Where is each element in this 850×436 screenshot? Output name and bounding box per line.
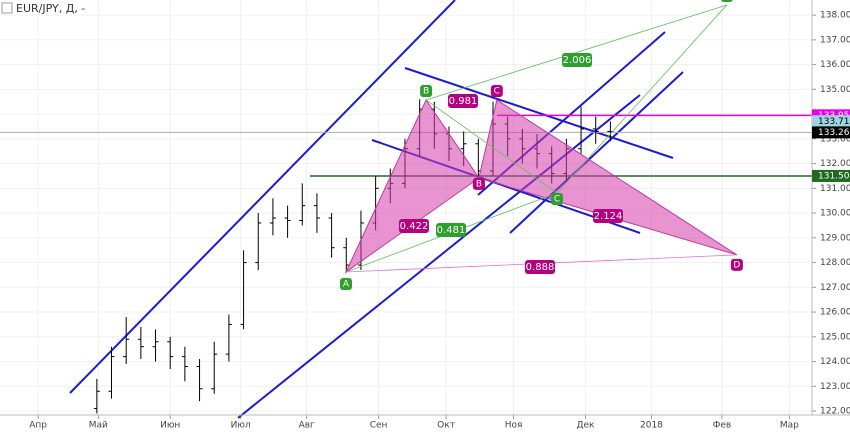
x-tick-label: Дек xyxy=(576,421,595,431)
y-tick-label: 124.00 xyxy=(820,357,850,367)
y-tick-label: 126.00 xyxy=(820,308,850,318)
price-label: 131.50 xyxy=(818,171,850,181)
chart-title: EUR/JPY, Д, - xyxy=(16,2,85,15)
ratio-label: 0.888 xyxy=(526,262,555,273)
point-label: B xyxy=(476,179,482,189)
trend-line xyxy=(509,71,684,234)
point-label: D xyxy=(723,0,730,1)
x-tick-label: Май xyxy=(89,421,108,431)
grid xyxy=(0,0,816,419)
pattern-leg xyxy=(556,4,728,194)
x-tick-label: Июл xyxy=(231,421,251,431)
y-tick-label: 137.00 xyxy=(820,35,850,45)
x-tick-label: Мар xyxy=(780,421,799,431)
y-tick-label: 136.00 xyxy=(820,60,850,70)
ratio-label: 2.124 xyxy=(594,211,623,222)
pattern-leg xyxy=(425,4,728,101)
ratio-label: 0.422 xyxy=(400,221,429,232)
y-tick-label: 122.00 xyxy=(820,407,850,417)
y-tick-label: 138.00 xyxy=(820,11,850,21)
x-tick-label: Авг xyxy=(299,421,315,431)
y-tick-label: 131.00 xyxy=(820,184,850,194)
point-badge xyxy=(420,84,433,97)
point-label: C xyxy=(494,86,500,96)
ratio-badge xyxy=(525,260,555,274)
point-label: C xyxy=(554,195,560,205)
price-label-box xyxy=(812,169,850,182)
x-tick-label: Фев xyxy=(713,421,732,431)
y-tick-label: 123.00 xyxy=(820,382,850,392)
x-tick-label: Окт xyxy=(437,421,455,431)
point-badge xyxy=(472,177,485,190)
price-label: 133.26 xyxy=(818,128,850,138)
y-tick-label: 128.00 xyxy=(820,258,850,268)
ratio-label: 0.981 xyxy=(449,96,478,107)
y-tick-label: 132.00 xyxy=(820,159,850,169)
trend-line xyxy=(404,67,674,159)
harmonic-pattern: A B B C C D D 0.981 0.422 0.481 2.006 2.124 0.888 xyxy=(339,0,743,290)
y-tick-label: 127.00 xyxy=(820,283,850,293)
ratio-badge xyxy=(448,94,478,108)
x-tick-label: Июн xyxy=(160,421,180,431)
price-label-box xyxy=(812,126,850,139)
x-tick-label: Ноя xyxy=(505,421,523,431)
x-tick-label: Сен xyxy=(370,421,388,431)
point-badge xyxy=(550,193,563,206)
price-label-box xyxy=(812,115,850,128)
ratio-label: 0.481 xyxy=(437,225,466,236)
y-tick-label: 135.00 xyxy=(820,85,850,95)
ratio-badge xyxy=(593,209,623,223)
y-tick-label: 125.00 xyxy=(820,332,850,342)
point-badge xyxy=(730,258,743,271)
y-tick-label: 129.00 xyxy=(820,233,850,243)
point-label: D xyxy=(733,260,740,270)
x-tick-label: Апр xyxy=(29,421,47,431)
trend-line xyxy=(69,0,456,394)
ratio-badge xyxy=(436,223,466,237)
symbol-icon[interactable] xyxy=(1,2,13,14)
point-label: A xyxy=(343,279,350,289)
y-tick-label: 130.00 xyxy=(820,209,850,219)
ratio-badge xyxy=(399,219,429,233)
price-label: 133.71 xyxy=(818,117,850,127)
point-badge xyxy=(721,0,733,2)
x-tick-label: 2018 xyxy=(640,421,663,431)
pattern-leg xyxy=(425,99,558,194)
ratio-badge xyxy=(562,53,592,67)
point-badge xyxy=(490,84,503,97)
point-badge xyxy=(339,277,352,290)
point-label: B xyxy=(423,86,429,96)
ratio-label: 2.006 xyxy=(563,55,592,66)
y-tick-label: 133.00 xyxy=(820,134,850,144)
